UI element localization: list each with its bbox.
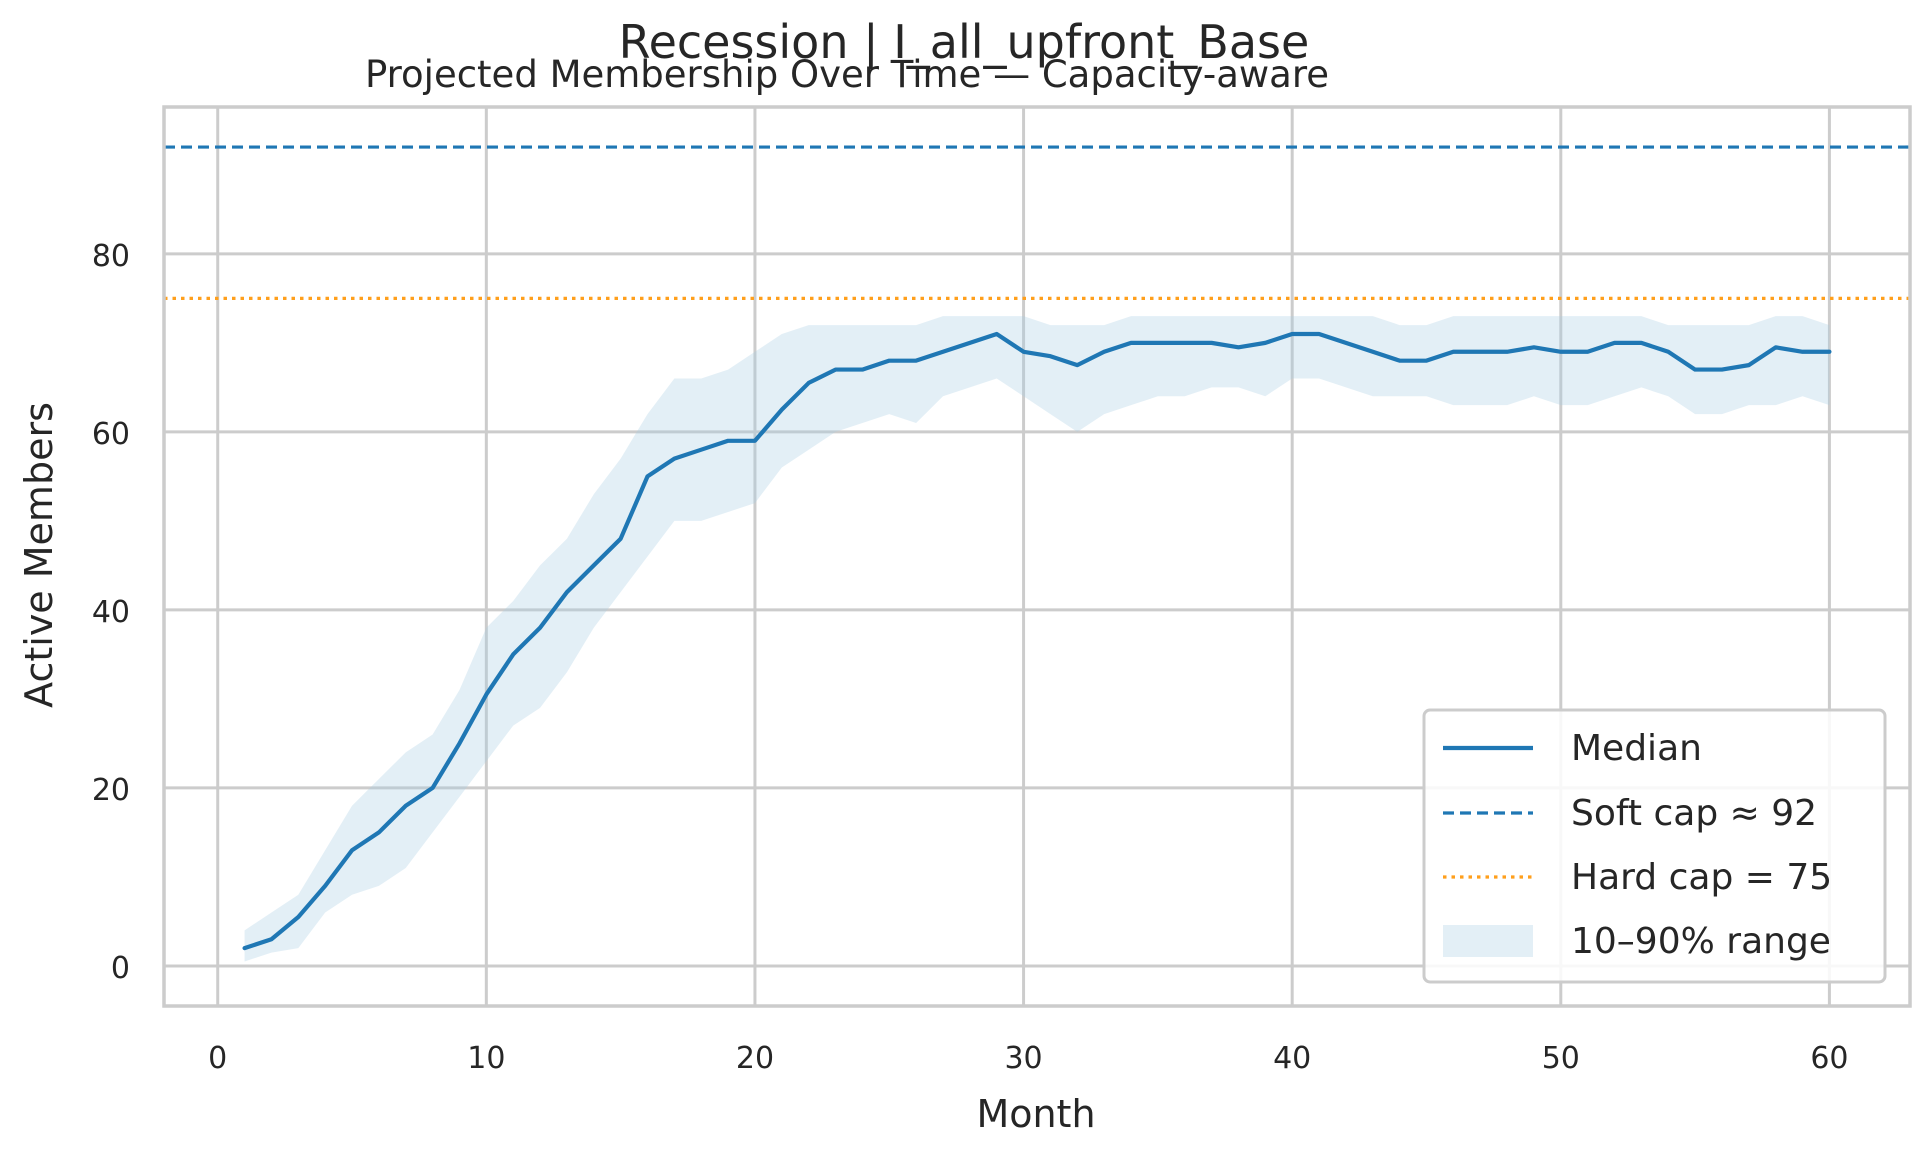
- y-tick-label: 60: [92, 417, 130, 452]
- y-axis-label: Active Members: [17, 402, 61, 708]
- plot-frame: [162, 105, 1912, 1008]
- tick-labels: 0 10 20 30 40 50 60 0 20 40 60 80: [92, 239, 1849, 1076]
- legend-swatch: [1443, 925, 1533, 957]
- legend-item: Median: [1443, 728, 1702, 769]
- legend-label: Soft cap ≈ 92: [1571, 793, 1817, 834]
- axes-frame: [162, 105, 1912, 1008]
- y-tick-label: 20: [92, 773, 130, 808]
- y-tick-label: 0: [111, 951, 130, 986]
- x-tick-label: 60: [1810, 1041, 1848, 1076]
- range-band-layer: [244, 316, 1830, 962]
- x-tick-label: 40: [1273, 1041, 1311, 1076]
- chart-legend: Median Soft cap ≈ 92 Hard cap = 75 10–90% r…: [1422, 708, 1887, 984]
- x-tick-label: 20: [736, 1041, 774, 1076]
- chart-title: Projected Membership Over Time — Capacit…: [365, 53, 1329, 96]
- legend-label: Median: [1571, 728, 1702, 769]
- x-tick-label: 30: [1004, 1041, 1042, 1076]
- x-tick-label: 10: [467, 1041, 505, 1076]
- median-line-layer: [242, 331, 1832, 951]
- x-tick-label: 0: [208, 1041, 227, 1076]
- legend-item: 10–90% range: [1443, 921, 1831, 962]
- legend-label: 10–90% range: [1571, 921, 1831, 962]
- x-tick-label: 50: [1542, 1041, 1580, 1076]
- median-line: [242, 331, 1832, 951]
- legend-label: Hard cap = 75: [1571, 857, 1832, 898]
- legend-item: Soft cap ≈ 92: [1443, 793, 1817, 834]
- y-tick-label: 80: [92, 239, 130, 274]
- reference-lines: [164, 145, 1910, 300]
- chart-suptitle: Recession | I_all_upfront_Base: [619, 15, 1310, 70]
- range-band: [244, 316, 1830, 962]
- x-axis-label: Month: [976, 1092, 1095, 1136]
- y-tick-label: 40: [92, 595, 130, 630]
- legend-box: [1422, 708, 1887, 984]
- legend-item: Hard cap = 75: [1443, 857, 1832, 898]
